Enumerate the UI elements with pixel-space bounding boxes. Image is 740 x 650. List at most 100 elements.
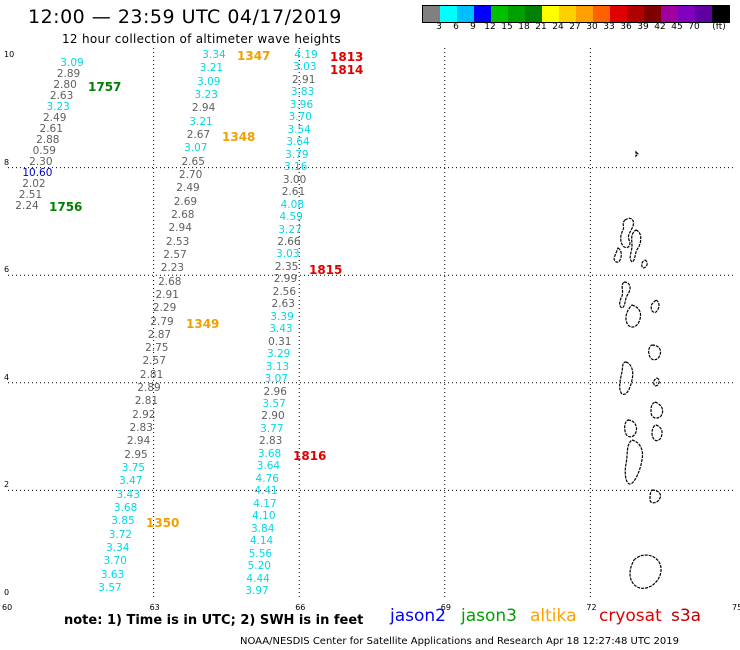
swh-value: 2.53	[165, 235, 190, 248]
swh-value: 4.10	[252, 510, 276, 523]
legend-tick-label: 36	[620, 22, 632, 32]
swh-value: 2.92	[132, 408, 156, 421]
legend-tick-label: 15	[501, 22, 513, 32]
swh-value: 2.69	[173, 195, 198, 208]
swh-value: 2.83	[258, 435, 283, 448]
island-outline	[648, 344, 662, 361]
footnote: note: 1) Time is in UTC; 2) SWH is in fe…	[64, 613, 364, 628]
swh-value: 2.90	[261, 410, 285, 423]
swh-value: 3.72	[108, 528, 133, 541]
pass-time-label: 1348	[222, 130, 256, 144]
swh-value: 2.91	[292, 73, 316, 86]
swh-value: 2.68	[158, 275, 182, 288]
y-tick-label: 8	[4, 157, 10, 167]
swh-value: 3.85	[111, 515, 135, 528]
legend-swatch	[542, 6, 559, 22]
swh-value: 2.87	[147, 328, 172, 341]
island-outline	[650, 299, 660, 313]
swh-value: 3.03	[293, 61, 317, 74]
legend-tick-label: 42	[654, 22, 666, 32]
swh-value: 2.94	[126, 435, 151, 448]
legend-tick-label: 18	[518, 22, 530, 32]
page-title: 12:00 — 23:59 UTC 04/17/2019	[28, 6, 342, 28]
swh-value: 3.34	[106, 542, 130, 555]
swh-value: 2.49	[176, 182, 200, 195]
swh-value: 3.23	[194, 88, 218, 101]
swh-value: 2.96	[263, 385, 287, 398]
swh-value: 3.23	[46, 101, 70, 113]
pass-time-label: 1756	[49, 200, 83, 214]
swh-value: 3.47	[119, 475, 143, 488]
pass-time-label: 1350	[146, 516, 180, 530]
pass-time-label: 1815	[309, 263, 343, 277]
color-legend-ticks: 3 6 9 12 15 18 21 24 27 30 33 36 39 42 45 70 (ft)	[422, 22, 732, 34]
swh-value: 2.56	[272, 285, 297, 298]
legend-swatch	[678, 6, 695, 22]
swh-value: 2.68	[171, 208, 195, 221]
y-tick-label: 2	[4, 480, 10, 490]
swh-value: 3.77	[260, 422, 284, 435]
swh-value: 3.03	[276, 248, 300, 261]
swh-value: 3.07	[264, 373, 289, 386]
swh-value: 0.31	[268, 335, 292, 348]
swh-value: 2.89	[137, 382, 161, 395]
swh-value: 0.59	[32, 145, 56, 157]
swh-value: 2.83	[129, 422, 153, 435]
swh-value: 2.23	[160, 262, 185, 275]
legend-tick-label: 6	[453, 22, 459, 32]
swh-value: 2.95	[124, 448, 148, 461]
legend-swatch	[474, 6, 491, 22]
y-tick-label: 10	[4, 50, 15, 59]
swh-value: 3.43	[269, 323, 293, 336]
swh-value: 3.00	[282, 173, 307, 186]
y-tick-label: 0	[4, 588, 10, 597]
swh-value: 2.29	[152, 302, 177, 315]
swh-value: 2.63	[271, 298, 295, 311]
swh-value: 4.14	[249, 535, 274, 548]
swh-value: 2.61	[39, 123, 63, 135]
legend-swatch	[712, 6, 729, 22]
x-tick-label: 69	[440, 603, 451, 612]
satellite-altika: altika	[530, 606, 577, 626]
swh-value: 2.80	[53, 79, 77, 91]
swh-value: 2.51	[18, 189, 43, 201]
legend-tick-label: 27	[569, 22, 581, 32]
swh-value: 2.65	[181, 155, 205, 168]
swh-value: 3.13	[265, 360, 290, 373]
legend-swatch	[695, 6, 712, 22]
legend-swatch	[508, 6, 525, 22]
island-outline	[624, 419, 638, 438]
swh-value: 3.63	[100, 568, 125, 581]
island-outline	[650, 401, 664, 419]
island-outline	[624, 439, 644, 485]
swh-value: 3.96	[289, 98, 314, 111]
swh-value: 2.67	[186, 128, 211, 141]
legend-tick-label: 33	[603, 22, 615, 32]
swh-value: 2.24	[15, 200, 39, 212]
swh-value: 2.63	[49, 90, 74, 102]
legend-swatch	[491, 6, 508, 22]
pass-time-label: 1347	[237, 49, 271, 63]
satellite-jason3: jason3	[461, 606, 517, 626]
x-tick-label: 72	[586, 603, 597, 612]
swh-value: 3.07	[184, 142, 208, 155]
y-tick-label: 6	[4, 265, 10, 275]
island-outline	[651, 424, 663, 442]
pass-time-label: 1814	[330, 63, 364, 77]
satellite-jason2: jason2	[390, 606, 446, 626]
maldives-coastline	[613, 150, 664, 589]
y-tick-label: 4	[4, 372, 10, 382]
legend-swatch	[525, 6, 542, 22]
pass-time-label: 1816	[293, 449, 327, 463]
swh-value: 2.94	[168, 222, 192, 235]
swh-value: 4.17	[253, 497, 277, 510]
satellite-cryosat: cryosat	[599, 606, 662, 626]
swh-value: 3.43	[116, 488, 140, 501]
credit-line: NOAA/NESDIS Center for Satellite Applica…	[240, 636, 679, 647]
swh-value: 4.08	[280, 198, 305, 211]
legend-swatch	[593, 6, 610, 22]
legend-swatch	[661, 6, 678, 22]
island-outline	[641, 259, 648, 269]
swh-value: 2.91	[155, 288, 179, 301]
swh-value: 3.16	[284, 161, 308, 174]
